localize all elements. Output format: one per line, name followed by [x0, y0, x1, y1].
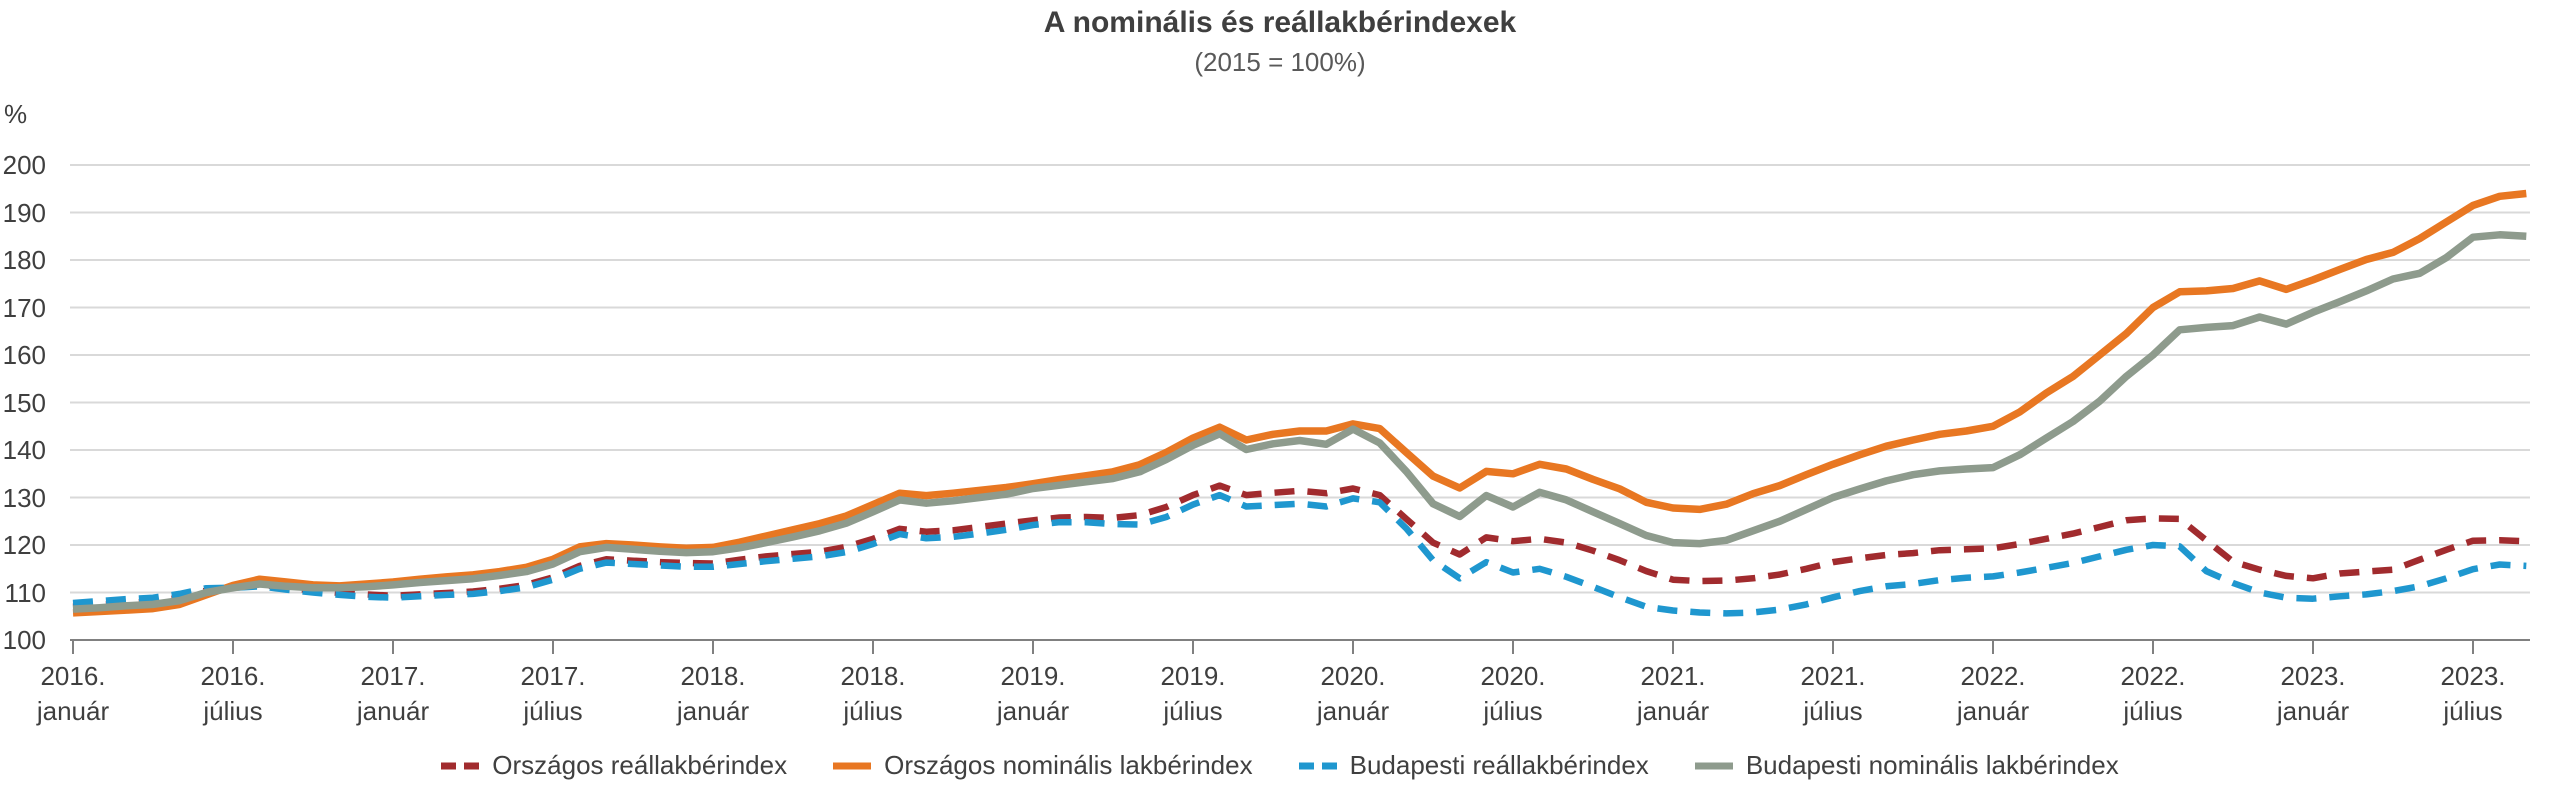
legend-item-orszagos-nominal: Országos nominális lakbérindex [833, 750, 1253, 781]
x-axis-label-2020.július: 2020. július [1428, 659, 1598, 729]
x-axis-label-year: 2020. [1480, 661, 1546, 691]
x-axis-label-2019.július: 2019. július [1108, 659, 1278, 729]
x-axis-label-year: 2022. [1960, 661, 2026, 691]
y-axis-label-110: 110 [4, 577, 46, 608]
y-axis-label-190: 190 [2, 197, 46, 228]
x-axis-label-month: július [843, 696, 903, 726]
x-axis-label-2023.január: 2023. január [2228, 659, 2398, 729]
x-axis-label-2019.január: 2019. január [948, 659, 1118, 729]
x-axis-label-year: 2020. [1320, 661, 1386, 691]
x-axis-label-month: január [996, 696, 1070, 726]
chart-subtitle: (2015 = 100%) [1194, 47, 1366, 77]
x-axis-label-year: 2019. [1000, 661, 1066, 691]
x-axis-label-month: július [2443, 696, 2503, 726]
x-axis-label-2021.január: 2021. január [1588, 659, 1758, 729]
legend-label-orszagos-nominal: Országos nominális lakbérindex [884, 750, 1253, 780]
legend: Országos reállakbérindex Országos nominál… [0, 750, 2560, 781]
y-axis-unit-label: % [4, 99, 28, 129]
legend-label-budapesti-nominal: Budapesti nominális lakbérindex [1745, 750, 2119, 780]
x-axis-label-year: 2016. [40, 661, 106, 691]
series-line-orszagos-nominal [72, 189, 2527, 617]
x-axis-label-month: július [1163, 696, 1223, 726]
legend-marker-budapesti-nominal [1694, 762, 1733, 769]
x-axis-label-month: január [356, 696, 430, 726]
y-axis-label-170: 170 [2, 292, 46, 323]
x-axis-label-2018.január: 2018. január [628, 659, 798, 729]
x-axis-label-2022.január: 2022. január [1908, 659, 2078, 729]
x-axis-label-year: 2021. [1800, 661, 1866, 691]
series-line-budapesti-real [72, 491, 2527, 617]
y-axis-label-200: 200 [2, 150, 46, 180]
x-axis-label-2023.július: 2023. július [2388, 659, 2558, 729]
x-axis-label-year: 2021. [1640, 661, 1706, 691]
legend-item-orszagos-real: Országos reállakbérindex [441, 750, 787, 781]
x-axis-label-year: 2018. [840, 661, 906, 691]
x-axis-label-month: július [2123, 696, 2183, 726]
x-axis-label-year: 2023. [2440, 661, 2506, 691]
x-axis-label-year: 2017. [360, 661, 426, 691]
x-axis-label-month: július [523, 696, 583, 726]
x-axis-label-month: január [1956, 696, 2030, 726]
x-axis-label-year: 2016. [200, 661, 266, 691]
x-axis-label-month: július [1483, 696, 1543, 726]
legend-item-budapesti-nominal: Budapesti nominális lakbérindex [1694, 750, 2119, 781]
legend-label-orszagos-real: Országos reállakbérindex [492, 750, 788, 780]
legend-marker-orszagos-nominal [833, 762, 872, 769]
x-axis-label-month: január [36, 696, 110, 726]
x-axis-label-2021.július: 2021. július [1748, 659, 1918, 729]
x-axis-label-month: január [2276, 696, 2350, 726]
chart-title: A nominális és reállakbérindexek [1043, 6, 1517, 39]
y-axis-label-140: 140 [2, 435, 46, 465]
series-line-budapesti-nominal [72, 231, 2527, 613]
x-axis-label-year: 2022. [2120, 661, 2186, 691]
y-axis-label-160: 160 [2, 340, 46, 370]
y-axis-label-130: 130 [2, 482, 46, 513]
x-axis-label-year: 2018. [680, 661, 746, 691]
legend-item-budapesti-real: Budapesti reállakbérindex [1298, 750, 1649, 781]
x-axis-label-month: január [1316, 696, 1390, 726]
y-axis-label-180: 180 [2, 245, 46, 275]
x-axis-label-2018.július: 2018. július [788, 659, 958, 729]
legend-label-budapesti-real: Budapesti reállakbérindex [1349, 750, 1649, 780]
x-axis-label-year: 2019. [1160, 661, 1226, 691]
x-axis-label-year: 2017. [520, 661, 586, 691]
x-axis-label-month: július [1803, 696, 1863, 726]
x-axis-label-2020.január: 2020. január [1268, 659, 1438, 729]
x-axis-label-month: január [1636, 696, 1710, 726]
legend-marker-orszagos-real [441, 762, 480, 769]
x-axis-label-2016.január: 2016. január [0, 659, 158, 729]
x-axis-label-year: 2023. [2280, 661, 2346, 691]
x-axis-label-2017.január: 2017. január [308, 659, 478, 729]
legend-marker-budapesti-real [1298, 762, 1337, 769]
x-axis-label-2022.július: 2022. július [2068, 659, 2238, 729]
y-axis-label-100: 100 [2, 625, 46, 655]
y-axis-label-120: 120 [2, 530, 46, 560]
y-axis-label-150: 150 [2, 387, 46, 418]
x-axis-label-2017.július: 2017. július [468, 659, 638, 729]
x-axis-label-2016.július: 2016. július [148, 659, 318, 729]
x-axis-label-month: január [676, 696, 750, 726]
x-axis-label-month: július [203, 696, 263, 726]
